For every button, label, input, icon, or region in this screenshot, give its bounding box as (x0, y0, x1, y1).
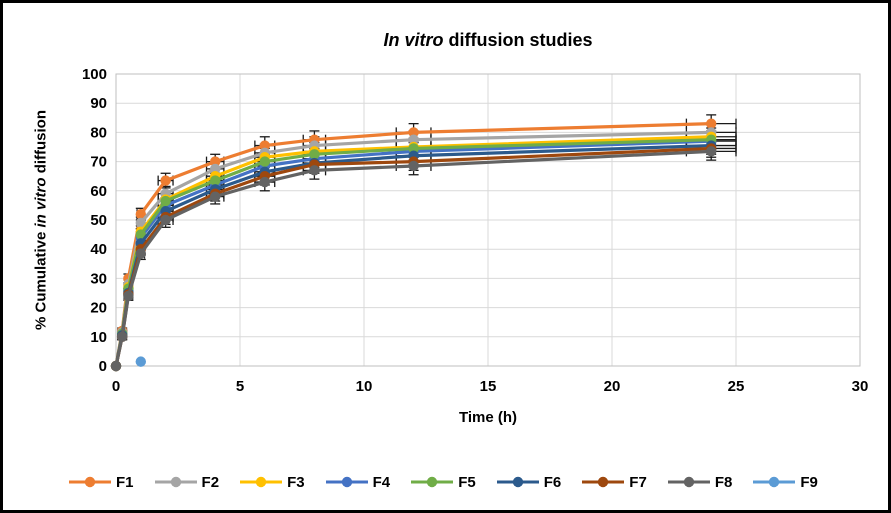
legend-marker-icon (84, 476, 96, 488)
legend-label-F5: F5 (458, 473, 476, 491)
y-tick-label: 0 (99, 358, 107, 375)
data-point-F8 (135, 248, 146, 259)
data-point-F8 (706, 146, 717, 157)
legend-swatch-F9 (753, 476, 796, 488)
legend-swatch-F3 (240, 476, 283, 488)
chart-title-rest: diffusion studies (443, 30, 593, 50)
legend-swatch-F6 (496, 476, 539, 488)
legend-label-F3: F3 (287, 473, 305, 491)
legend-item-F1[interactable]: F1 (69, 474, 134, 491)
data-point-F1 (160, 175, 171, 186)
data-point-F8 (160, 214, 171, 226)
data-point-F1 (135, 208, 146, 220)
data-point-F8 (259, 176, 270, 188)
data-point-F1 (706, 118, 717, 129)
series-line-F8 (114, 149, 713, 368)
x-tick-label: 15 (480, 378, 497, 395)
legend-swatch-F1 (69, 476, 111, 488)
legend-item-F2[interactable]: F2 (154, 473, 220, 491)
data-point-F5 (259, 156, 270, 167)
data-point-F1 (408, 127, 419, 138)
legend-swatch-F8 (667, 476, 710, 488)
legend-swatch-F5 (411, 476, 454, 488)
legend-marker-icon (255, 476, 267, 488)
data-point-F5 (408, 143, 419, 154)
data-point-F8 (309, 165, 320, 176)
x-tick-label: 0 (112, 378, 120, 395)
legend-label-F4: F4 (372, 473, 391, 491)
y-tick-label: 60 (90, 183, 107, 200)
x-tick-label: 30 (852, 378, 869, 395)
x-tick-label: 20 (604, 378, 621, 395)
legend-label-F7: F7 (629, 473, 647, 491)
legend-item-F3[interactable]: F3 (240, 474, 305, 491)
chart-legend: F1 F2 F3 F4 F5 F6 F7 F8 F9 (69, 469, 818, 495)
legend-item-F5[interactable]: F5 (411, 474, 476, 491)
legend-item-F8[interactable]: F8 (667, 473, 733, 491)
y-tick-label: 90 (90, 95, 107, 112)
legend-label-F2: F2 (201, 473, 220, 491)
legend-marker-icon (170, 476, 181, 488)
data-point-F5 (160, 195, 171, 207)
y-tick-label: 30 (90, 270, 107, 287)
x-tick-label: 10 (356, 378, 373, 395)
legend-label-F1: F1 (116, 473, 134, 491)
chart-title: In vitro diffusion studies (116, 30, 860, 51)
legend-item-F6[interactable]: F6 (496, 473, 562, 491)
legend-label-F9: F9 (800, 473, 818, 491)
data-point-F2 (408, 134, 419, 145)
legend-marker-icon (341, 476, 352, 488)
legend-item-F9[interactable]: F9 (753, 474, 818, 491)
legend-marker-icon (512, 476, 523, 488)
data-point-F1 (259, 140, 270, 151)
y-tick-label: 20 (90, 300, 107, 317)
x-tick-label: 25 (728, 378, 745, 395)
legend-marker-icon (426, 476, 438, 488)
legend-item-F7[interactable]: F7 (582, 474, 647, 491)
data-point-F8 (110, 360, 122, 372)
y-tick-label: 100 (82, 66, 107, 83)
data-point-F8 (210, 191, 221, 202)
y-tick-label: 50 (90, 212, 107, 229)
data-point-F1 (210, 156, 221, 167)
legend-item-F4[interactable]: F4 (325, 473, 391, 491)
legend-marker-icon (683, 476, 695, 488)
axis-tick-labels: 0 10 20 30 40 50 60 70 80 90 100 0 5 10 15 20 25 30 (82, 66, 868, 395)
legend-swatch-F2 (154, 476, 197, 488)
series-F9 (135, 356, 146, 367)
plot-area: 0 10 20 30 40 50 60 70 80 90 100 0 5 10 15 20 25 30 (82, 66, 868, 395)
data-point-F2 (135, 217, 146, 229)
x-axis-title: Time (h) (458, 409, 518, 426)
legend-marker-icon (769, 476, 780, 488)
y-tick-label: 80 (90, 124, 107, 141)
legend-marker-icon (598, 476, 609, 488)
y-tick-label: 70 (90, 154, 107, 171)
series-F8 (110, 146, 717, 372)
x-tick-label: 5 (236, 378, 244, 395)
data-point-F5 (135, 229, 146, 240)
plot-border (115, 73, 861, 367)
data-point-F5 (210, 175, 221, 186)
legend-label-F6: F6 (543, 473, 562, 491)
legend-swatch-F7 (582, 476, 625, 488)
data-point-F2 (210, 163, 221, 175)
legend-swatch-F4 (325, 476, 368, 488)
series-line-F6 (114, 143, 713, 368)
legend-label-F8: F8 (714, 473, 733, 491)
data-point-F8 (408, 160, 419, 172)
y-tick-label: 40 (90, 241, 107, 258)
chart-title-italic: In vitro (383, 30, 444, 50)
data-point-F5 (309, 149, 320, 160)
gridlines (115, 73, 861, 367)
data-point-F8 (123, 290, 134, 302)
data-point-F9 (135, 356, 146, 367)
data-point-F8 (117, 331, 128, 342)
y-tick-label: 10 (90, 329, 107, 346)
